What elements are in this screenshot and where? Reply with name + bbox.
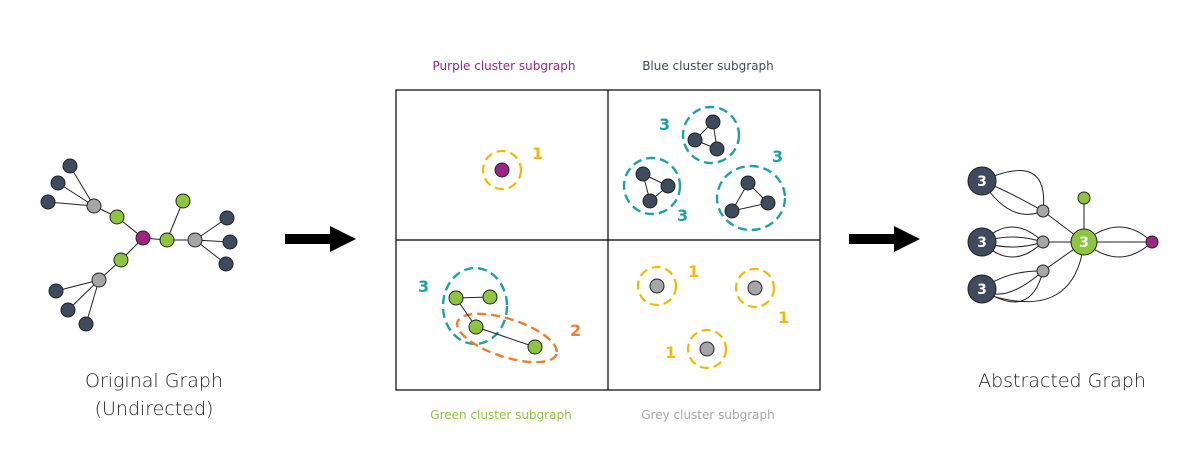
green-quadrant: 3 2: [418, 266, 581, 364]
navy-node: [724, 203, 740, 219]
green-node: [159, 232, 175, 248]
navy-node: [642, 193, 658, 209]
navy-supernode-mid-label: 3: [977, 235, 987, 251]
purple-quadrant: 1: [481, 144, 543, 191]
abstracted-graph: 3 3 3 3 Abstracted Graph: [967, 166, 1159, 392]
green-node: [468, 319, 484, 335]
green-node: [482, 289, 498, 305]
yellow-cluster-ring: [481, 149, 523, 191]
green-supernode-center: [1070, 228, 1098, 256]
blue-cluster-count-left: 3: [677, 206, 688, 225]
grey-node: [747, 280, 763, 296]
grey-node: [1036, 264, 1050, 278]
navy-supernode-top: [967, 166, 997, 196]
grey-node: [699, 341, 715, 357]
navy-node: [687, 132, 703, 148]
navy-node: [60, 302, 76, 318]
orange-cluster-ring: [455, 312, 559, 364]
abstracted-caption: Abstracted Graph: [978, 370, 1146, 392]
green-cluster-count-3: 3: [418, 277, 429, 296]
green-node: [527, 339, 543, 355]
navy-node: [740, 175, 756, 191]
navy-node: [48, 283, 64, 299]
navy-node: [709, 141, 725, 157]
arrow-right-icon: [849, 226, 920, 252]
original-graph: Original Graph (Undirected): [40, 158, 238, 420]
navy-node: [50, 175, 66, 191]
abstracted-edges: [981, 170, 1153, 303]
navy-node: [222, 234, 238, 250]
navy-supernode-top-label: 3: [977, 174, 987, 190]
green-node: [109, 209, 125, 225]
navy-node: [635, 166, 651, 182]
purple-node: [135, 230, 151, 246]
arrow-right-icon: [285, 226, 356, 252]
navy-node: [78, 316, 94, 332]
teal-cluster-ring: [715, 164, 787, 232]
yellow-cluster-ring: [636, 265, 678, 307]
grey-quadrant: 1 1 1: [636, 262, 789, 370]
grey-node: [1036, 204, 1050, 218]
blue-quadrant: 3 3 3: [622, 105, 787, 232]
navy-node: [218, 256, 234, 272]
grey-cluster-count-a: 1: [688, 262, 699, 281]
blue-cluster-title: Blue cluster subgraph: [642, 59, 774, 73]
blue-cluster-count-right: 3: [772, 147, 783, 166]
grey-node: [649, 278, 665, 294]
grey-node: [187, 232, 203, 248]
yellow-cluster-ring: [734, 267, 776, 309]
navy-supernode-mid: [967, 227, 997, 257]
teal-cluster-ring: [622, 156, 682, 216]
navy-node: [660, 178, 676, 194]
grey-cluster-count-c: 1: [665, 343, 676, 362]
purple-node: [494, 162, 510, 178]
grey-cluster-title: Grey cluster subgraph: [641, 408, 775, 422]
blue-cluster-count-top: 3: [659, 115, 670, 134]
abstracted-nodes: [967, 166, 1159, 304]
green-cluster-count-2: 2: [570, 321, 581, 340]
grey-node: [86, 198, 102, 214]
original-caption-line2: (Undirected): [95, 398, 214, 420]
navy-supernode-bottom-label: 3: [977, 282, 987, 298]
green-supernode-center-label: 3: [1079, 235, 1089, 251]
green-node: [175, 193, 191, 209]
teal-cluster-ring: [441, 266, 509, 346]
navy-supernode-bottom: [967, 274, 997, 304]
purple-node: [1145, 235, 1159, 249]
purple-cluster-title: Purple cluster subgraph: [433, 59, 576, 73]
navy-node: [705, 114, 721, 130]
navy-node: [40, 194, 56, 210]
grey-cluster-count-b: 1: [778, 308, 789, 327]
yellow-cluster-ring: [686, 328, 728, 370]
original-nodes: [40, 158, 238, 332]
purple-cluster-count: 1: [532, 144, 543, 163]
teal-cluster-ring: [681, 105, 741, 165]
green-node: [113, 252, 129, 268]
grey-node: [91, 272, 107, 288]
navy-node: [62, 158, 78, 174]
original-edges: [47, 165, 231, 325]
cluster-subgraphs-panel: Purple cluster subgraph Blue cluster sub…: [395, 59, 821, 422]
grey-node: [1036, 235, 1050, 249]
green-node: [1077, 191, 1091, 205]
green-cluster-title: Green cluster subgraph: [430, 408, 571, 422]
green-node: [448, 290, 464, 306]
original-caption-line1: Original Graph: [85, 370, 223, 392]
navy-node: [760, 195, 776, 211]
navy-node: [219, 210, 235, 226]
